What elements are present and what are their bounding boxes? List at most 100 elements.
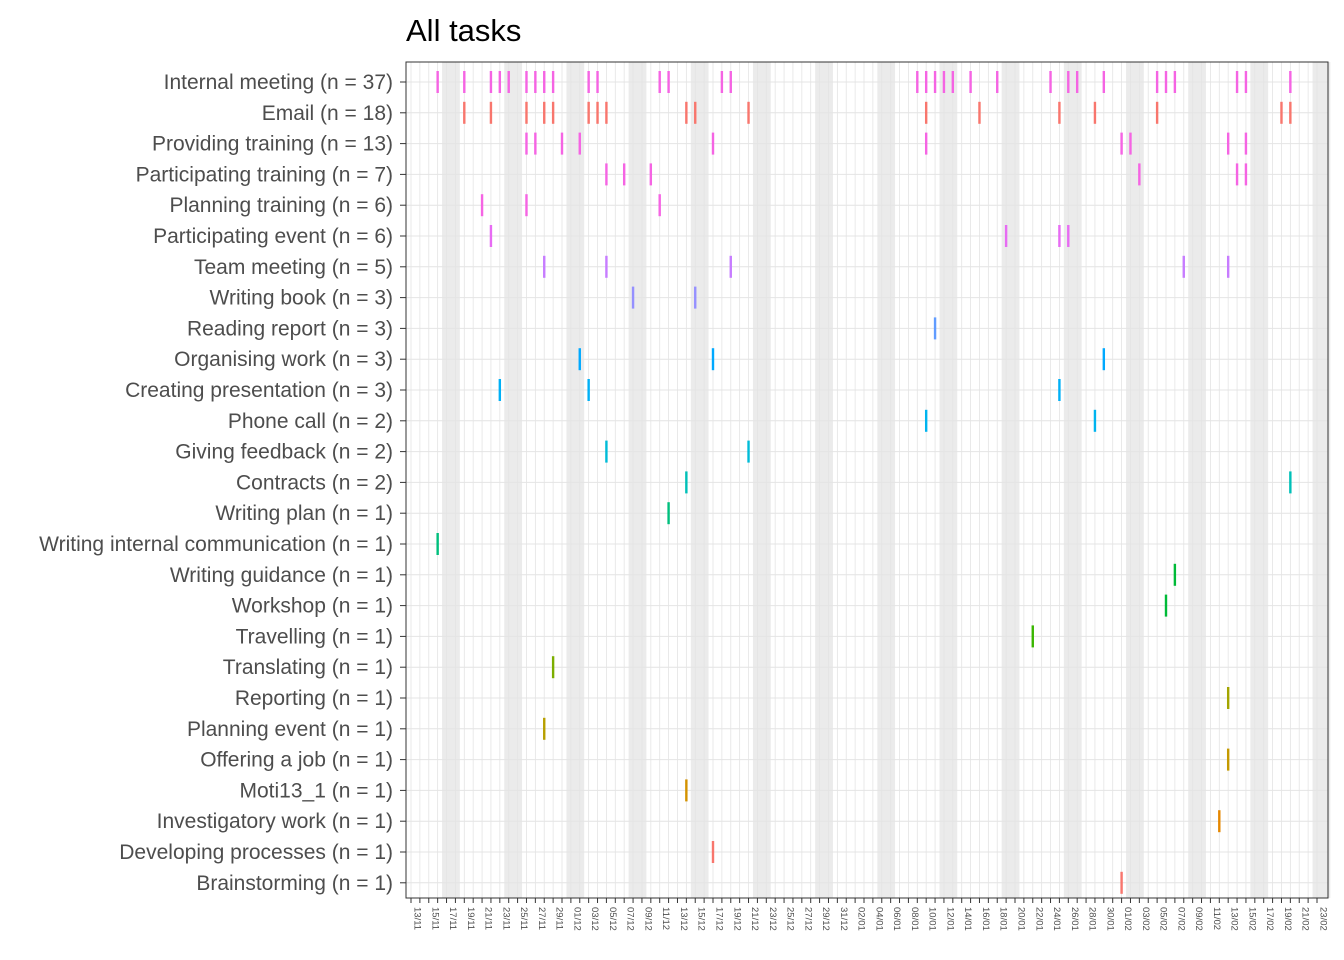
x-tick-label: 15/11 <box>429 907 440 930</box>
x-tick-label: 19/02 <box>1282 907 1293 931</box>
task-mark <box>685 101 688 124</box>
task-mark <box>587 71 590 93</box>
task-mark <box>525 101 528 124</box>
task-mark <box>667 502 670 525</box>
x-tick-label: 13/12 <box>678 907 689 931</box>
y-tick-label: Offering a job (n = 1) <box>200 749 393 772</box>
task-mark <box>543 101 546 124</box>
task-mark <box>1031 625 1034 648</box>
task-mark <box>694 286 697 309</box>
task-mark <box>480 194 484 217</box>
task-mark <box>543 71 546 93</box>
task-mark <box>631 286 635 309</box>
task-mark <box>924 132 928 155</box>
task-mark <box>1244 132 1248 155</box>
x-tick-label: 05/02 <box>1158 907 1169 931</box>
x-tick-label: 03/02 <box>1140 907 1151 931</box>
y-tick-label: Investigatory work (n = 1) <box>157 810 393 833</box>
x-tick-label: 08/01 <box>909 907 920 931</box>
weekend-band <box>1126 62 1144 898</box>
x-tick-label: 24/01 <box>1051 907 1062 931</box>
task-mark <box>924 409 928 432</box>
task-mark <box>1226 687 1230 709</box>
task-mark <box>1120 132 1123 155</box>
y-tick-label: Organising work (n = 3) <box>174 348 393 371</box>
task-mark <box>711 348 715 371</box>
y-tick-label: Internal meeting (n = 37) <box>164 71 393 94</box>
task-mark <box>551 656 555 679</box>
x-tick-label: 30/01 <box>1104 907 1115 931</box>
task-mark <box>667 71 670 93</box>
task-mark <box>587 379 590 401</box>
y-tick-label: Developing processes (n = 1) <box>119 841 393 864</box>
task-mark <box>543 717 546 740</box>
weekend-band <box>628 62 647 898</box>
task-mark <box>978 101 981 124</box>
task-mark <box>1235 163 1239 186</box>
task-mark <box>463 71 466 93</box>
task-mark <box>489 225 493 247</box>
weekend-band <box>752 62 771 898</box>
task-mark <box>951 71 955 93</box>
task-mark <box>1093 409 1097 432</box>
x-tick-label: 07/12 <box>625 907 636 931</box>
weekend-band <box>877 62 896 898</box>
task-mark <box>622 163 626 186</box>
x-tick-label: 21/02 <box>1300 907 1311 931</box>
task-mark <box>1102 348 1106 371</box>
task-mark <box>747 101 750 124</box>
x-tick-label: 22/01 <box>1033 907 1044 931</box>
y-tick-label: Writing guidance (n = 1) <box>170 564 393 587</box>
y-tick-label: Creating presentation (n = 3) <box>125 379 393 402</box>
weekend-band <box>504 62 523 898</box>
task-mark <box>942 71 946 93</box>
weekend-band <box>1188 62 1206 898</box>
task-mark <box>1004 225 1008 247</box>
task-mark <box>1075 71 1079 93</box>
task-mark <box>1093 101 1097 124</box>
task-mark <box>969 71 972 93</box>
task-mark <box>543 255 546 278</box>
task-mark <box>720 71 724 93</box>
task-mark <box>1067 225 1070 247</box>
x-tick-label: 25/12 <box>785 907 796 931</box>
x-axis-labels: 13/11 15/11 17/11 19/11 21/11 23/11 25/11 27/11… <box>410 898 1329 931</box>
x-tick-label: 01/12 <box>571 907 582 931</box>
x-tick-label: 29/11 <box>554 907 565 930</box>
x-tick-label: 23/11 <box>500 907 511 930</box>
y-tick-label: Planning event (n = 1) <box>187 718 393 741</box>
task-mark <box>1173 563 1177 586</box>
grid-lines <box>406 62 1328 898</box>
x-tick-label: 17/02 <box>1264 907 1275 931</box>
task-mark <box>578 132 581 155</box>
task-mark <box>1058 225 1061 247</box>
x-tick-label: 21/11 <box>483 907 494 930</box>
x-tick-label: 28/01 <box>1087 907 1098 931</box>
task-marks <box>436 71 1292 894</box>
x-tick-label: 03/12 <box>589 907 600 931</box>
x-tick-label: 27/11 <box>536 907 547 930</box>
y-tick-label: Contracts (n = 2) <box>236 471 393 494</box>
task-mark <box>1226 255 1230 278</box>
task-mark <box>489 71 493 93</box>
x-tick-label: 27/12 <box>802 907 813 931</box>
weekend-band <box>1063 62 1082 898</box>
x-tick-label: 15/02 <box>1246 907 1257 931</box>
y-tick-label: Participating training (n = 7) <box>136 163 393 186</box>
weekend-band <box>939 62 958 898</box>
y-tick-label: Planning training (n = 6) <box>169 194 393 217</box>
task-mark <box>1120 871 1123 894</box>
task-mark <box>685 471 688 494</box>
x-tick-label: 18/01 <box>998 907 1009 931</box>
y-tick-label: Email (n = 18) <box>262 102 393 125</box>
x-tick-label: 05/12 <box>607 907 618 931</box>
task-mark <box>596 71 599 93</box>
task-mark <box>1244 71 1248 93</box>
task-mark <box>507 71 510 93</box>
weekend-band <box>566 62 585 898</box>
x-tick-label: 19/11 <box>465 907 476 930</box>
y-tick-label: Reading report (n = 3) <box>187 317 393 340</box>
task-mark <box>924 71 928 93</box>
task-mark <box>1226 132 1230 155</box>
